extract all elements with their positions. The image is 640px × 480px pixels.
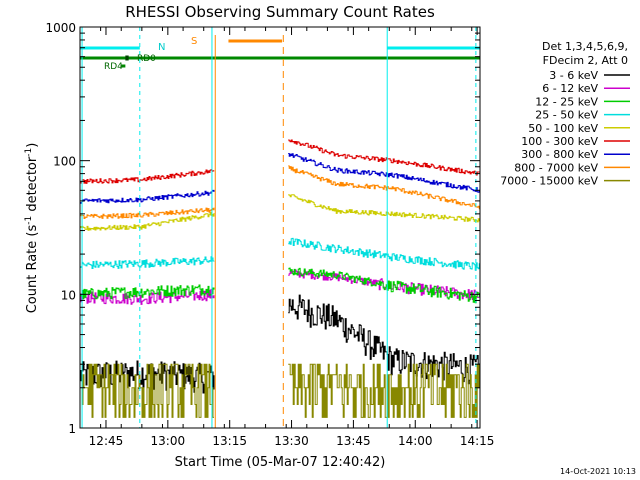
- legend-header-1: Det 1,3,4,5,6,9,: [542, 40, 628, 53]
- y-axis-label-sup1: -1: [24, 216, 34, 225]
- legend-label-9: 7000 - 15000 keV: [500, 175, 598, 188]
- y-axis-label-main: Count Rate (s: [25, 225, 40, 314]
- rd4-label: RD4: [104, 62, 123, 72]
- observing-flags: [80, 39, 480, 68]
- x-tick-label: 14:15: [460, 434, 495, 448]
- legend-label-2: 6 - 12 keV: [542, 82, 598, 95]
- series-line-7: [288, 153, 480, 193]
- chart-title: RHESSI Observing Summary Count Rates: [125, 3, 435, 21]
- series-line-9: [288, 363, 480, 418]
- series-line-9: [80, 363, 214, 418]
- series-line-6: [288, 139, 480, 176]
- series-layer: [80, 139, 480, 418]
- y-axis-label-sup2: -1: [24, 148, 34, 157]
- y-tick-label: 100: [53, 155, 76, 169]
- rd0-label: RD0: [137, 54, 156, 64]
- x-axis-label: Start Time (05-Mar-07 12:40:42): [175, 455, 386, 470]
- legend-label-1: 3 - 6 keV: [549, 69, 598, 82]
- event-lines: [81, 27, 477, 428]
- series-line-3: [80, 284, 215, 300]
- y-axis-label-end: ): [25, 143, 40, 148]
- n-label: N: [158, 42, 165, 53]
- legend-label-8: 800 - 7000 keV: [514, 161, 598, 174]
- legend: Det 1,3,4,5,6,9, FDecim 2, Att 0 3 - 6 k…: [500, 40, 630, 188]
- y-axis-label-mid: detector: [25, 156, 40, 216]
- x-tick-label: 13:00: [151, 434, 186, 448]
- legend-header-2: FDecim 2, Att 0: [543, 54, 628, 67]
- series-line-4: [288, 237, 480, 271]
- y-tick-label: 1: [68, 422, 76, 436]
- x-tick-label: 13:15: [212, 434, 247, 448]
- series-line-3: [288, 267, 480, 304]
- legend-label-4: 25 - 50 keV: [535, 109, 598, 122]
- x-tick-label: 13:45: [336, 434, 371, 448]
- series-line-4: [80, 256, 215, 269]
- series-line-7: [80, 189, 215, 204]
- x-tick-label: 14:00: [398, 434, 433, 448]
- legend-label-5: 50 - 100 keV: [528, 122, 598, 135]
- y-axis-label: Count Rate (s-1 detector-1): [24, 143, 40, 314]
- legend-label-7: 300 - 800 keV: [521, 148, 598, 161]
- y-tick-label: 1000: [45, 21, 76, 35]
- timestamp: 14-Oct-2021 10:13: [560, 467, 636, 476]
- y-tick-label: 10: [61, 288, 76, 302]
- series-line-8: [80, 207, 215, 219]
- legend-label-3: 12 - 25 keV: [535, 95, 598, 108]
- plot-frame: [79, 26, 481, 429]
- axes: 1 10 100 1000 12:45 13:00 13:15 13:30 13:45 14:00…: [45, 21, 494, 448]
- x-tick-label: 12:45: [89, 434, 124, 448]
- legend-label-6: 100 - 300 keV: [521, 135, 598, 148]
- series-line-6: [80, 169, 215, 184]
- s-label: S: [191, 36, 197, 47]
- series-line-8: [288, 165, 480, 210]
- series-line-5: [80, 211, 215, 231]
- x-tick-label: 13:30: [274, 434, 309, 448]
- series-line-5: [288, 194, 480, 223]
